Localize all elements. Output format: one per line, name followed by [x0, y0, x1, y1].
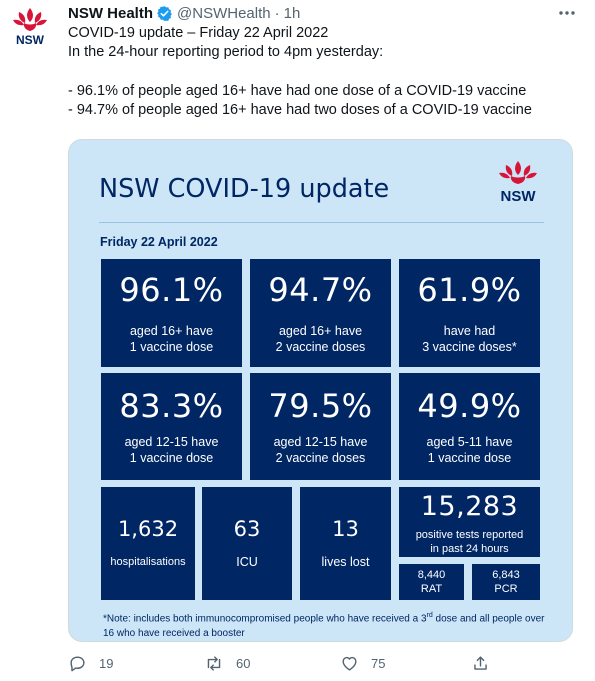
footnote-text: *Note: includes both immunocompromised p…	[103, 613, 427, 625]
footnote-superscript: rd	[426, 612, 433, 619]
tweet-text: COVID-19 update – Friday 22 April 2022 I…	[68, 24, 583, 120]
reply-icon	[70, 655, 85, 671]
reply-count: 19	[99, 655, 114, 671]
stat-label: aged 5-11 have	[426, 435, 513, 449]
stat-label: aged 16+ have	[129, 324, 214, 338]
reply-button[interactable]: 19	[68, 652, 113, 674]
tweet-text-line: - 96.1% of people aged 16+ have had one …	[68, 82, 527, 99]
stat-label: 1 vaccine dose	[129, 340, 214, 354]
stat-box-lives-lost: 13 lives lost	[300, 487, 391, 600]
stat-box-dose3: 61.9% have had 3 vaccine doses*	[399, 259, 540, 367]
stat-label: 2 vaccine doses	[275, 451, 366, 465]
stat-box-12-15-dose2: 79.5% aged 12-15 have 2 vaccine doses	[250, 373, 391, 480]
stat-value: 63	[233, 517, 261, 541]
tweet-timestamp[interactable]: 1h	[283, 4, 301, 22]
more-options-icon[interactable]	[552, 4, 582, 22]
nsw-logo: NSW	[493, 160, 543, 206]
like-button[interactable]: 75	[340, 652, 385, 674]
stat-value: 1,632	[117, 517, 179, 541]
card-footnote: *Note: includes both immunocompromised p…	[103, 608, 553, 641]
tweet-text-line	[68, 62, 583, 81]
stat-value: 94.7%	[268, 271, 373, 309]
stat-label: 3 vaccine doses*	[422, 340, 517, 354]
stat-value: 13	[332, 517, 359, 541]
account-name[interactable]: NSW Health	[68, 4, 154, 22]
stat-value: 15,283	[420, 491, 519, 522]
retweet-button[interactable]: 60	[204, 652, 250, 674]
stat-box-rat: 8,440 RAT	[399, 564, 464, 600]
like-count: 75	[371, 655, 386, 671]
logo-wordmark: NSW	[501, 188, 537, 205]
stat-box-16-dose1: 96.1% aged 16+ have 1 vaccine dose	[101, 259, 242, 367]
stat-box-12-15-dose1: 83.3% aged 12-15 have 1 vaccine dose	[101, 373, 242, 480]
stat-value: 83.3%	[119, 387, 224, 425]
stat-value: 49.9%	[417, 387, 522, 425]
waratah-logo-icon: NSW	[13, 8, 47, 47]
stat-label: positive tests reported	[415, 529, 524, 541]
verified-badge-icon	[156, 5, 173, 22]
stat-label: ICU	[236, 555, 258, 569]
stat-box-16-dose2: 94.7% aged 16+ have 2 vaccine doses	[250, 259, 391, 367]
stat-label: have had	[443, 324, 496, 338]
footnote-text: dose and all people over 16 who have rec…	[103, 613, 545, 640]
stat-value: 8,440	[417, 569, 446, 581]
stat-value: 96.1%	[119, 271, 224, 309]
account-handle[interactable]: @NSWHealth	[177, 4, 271, 22]
tweet-actions: 19 60 75	[68, 652, 508, 674]
card-date: Friday 22 April 2022	[100, 235, 218, 249]
stat-label: 1 vaccine dose	[129, 451, 214, 465]
retweet-count: 60	[236, 655, 251, 671]
stat-box-pcr: 6,843 PCR	[472, 564, 540, 600]
card-divider	[99, 222, 544, 223]
media-card[interactable]: NSW COVID-19 update NSW Friday 22 April …	[68, 139, 573, 642]
avatar[interactable]: NSW	[10, 6, 50, 47]
stat-box-hospitalisations: 1,632 hospitalisations	[101, 487, 195, 600]
avatar-wordmark: NSW	[16, 33, 45, 47]
stat-label: hospitalisations	[110, 556, 186, 568]
stat-value: 6,843	[492, 569, 520, 581]
like-icon	[342, 656, 357, 671]
stat-box-icu: 63 ICU	[202, 487, 292, 600]
waratah-logo-icon: NSW	[499, 161, 537, 205]
stat-box-positive-tests: 15,283 positive tests reported in past 2…	[399, 487, 540, 557]
share-button[interactable]	[471, 652, 490, 674]
stat-value: 79.5%	[268, 387, 373, 425]
share-icon	[474, 655, 487, 670]
tweet-text-line: - 94.7% of people aged 16+ have had two …	[68, 101, 532, 118]
stat-label: in past 24 hours	[430, 543, 509, 555]
stat-label: aged 16+ have	[278, 324, 363, 338]
stat-label: lives lost	[321, 555, 370, 569]
stat-label: 1 vaccine dose	[427, 451, 512, 465]
header-separator: ·	[274, 4, 280, 22]
stat-label: RAT	[420, 583, 443, 595]
stat-box-5-11-dose1: 49.9% aged 5-11 have 1 vaccine dose	[399, 373, 540, 480]
tweet-text-line: COVID-19 update – Friday 22 April 2022	[68, 25, 329, 41]
tweet-header: NSW Health @NSWHealth · 1h	[68, 3, 300, 23]
card-title: NSW COVID-19 update	[99, 174, 390, 204]
stat-label: 2 vaccine doses	[275, 340, 366, 354]
stat-label: aged 12-15 have	[273, 435, 368, 449]
retweet-icon	[207, 655, 221, 671]
stat-value: 61.9%	[417, 271, 522, 309]
tweet-text-line: In the 24-hour reporting period to 4pm y…	[68, 44, 384, 61]
stat-label: aged 12-15 have	[124, 435, 219, 449]
stat-label: PCR	[494, 583, 518, 595]
